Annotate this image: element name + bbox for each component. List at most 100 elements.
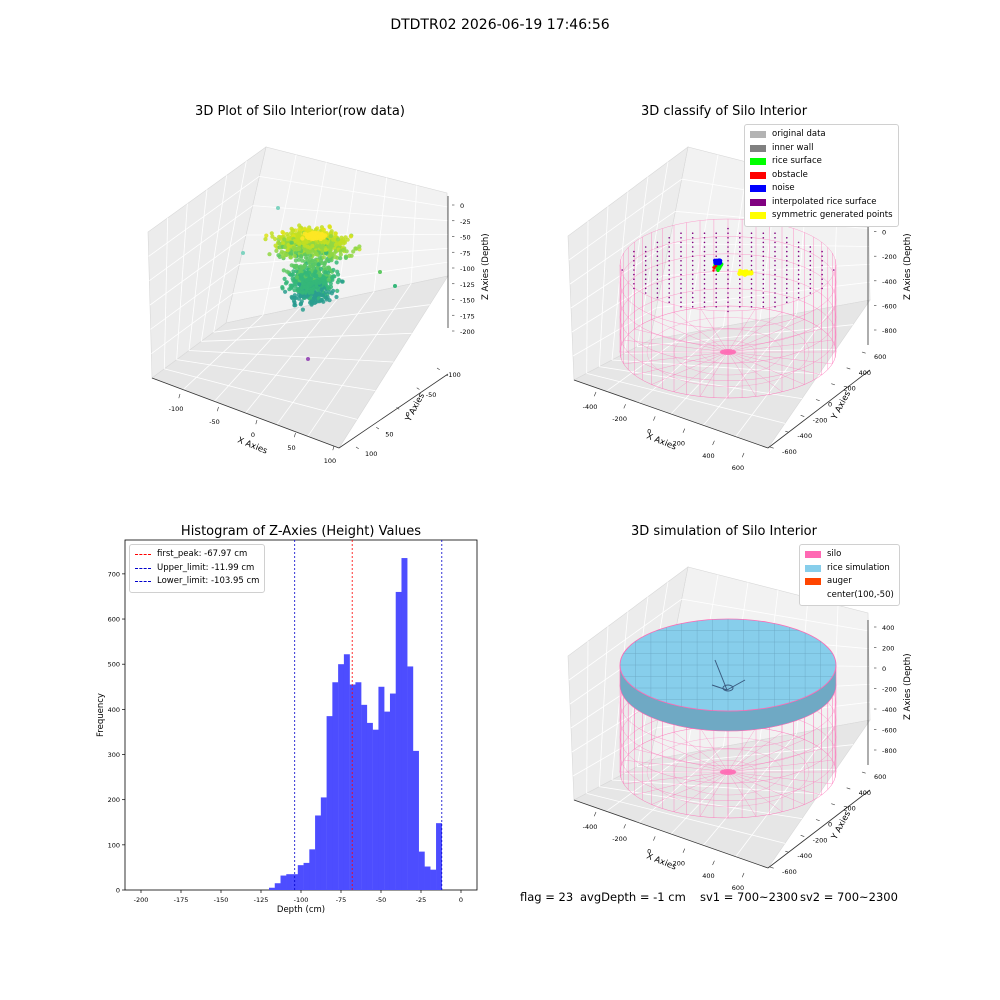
p2-noise-point	[714, 260, 718, 264]
p4-floor-pane	[573, 719, 871, 869]
p1-data-point	[298, 285, 303, 290]
p2-interpolated-point	[668, 283, 670, 285]
histogram-bar	[303, 862, 310, 890]
p2-grid	[571, 275, 663, 333]
p1-data-point	[306, 243, 311, 248]
p1-data-point	[322, 241, 327, 246]
p1-data-point	[302, 235, 307, 240]
p1-data-point	[290, 276, 295, 281]
p2-symmetric-point	[748, 270, 752, 274]
p2-interpolated-point	[668, 292, 670, 294]
p1-data-point	[317, 299, 322, 304]
status-sv2: sv2 = 700~2300	[800, 890, 898, 904]
histogram-bar	[297, 865, 304, 890]
p1-data-point	[296, 287, 301, 292]
p1-data-point	[312, 279, 318, 284]
p1-data-point	[319, 231, 325, 236]
p1-data-point	[309, 242, 314, 247]
p1-data-point	[304, 284, 309, 289]
p1-data-point	[311, 289, 316, 294]
p1-data-point	[315, 235, 320, 240]
p1-data-point	[327, 254, 332, 260]
p1-data-point	[333, 231, 338, 236]
p1-data-point	[315, 299, 321, 304]
p2-interpolated-point	[680, 241, 682, 244]
p1-data-point	[313, 235, 318, 241]
p1-data-point	[323, 277, 328, 282]
p4-silo-floor-spoke	[727, 771, 822, 796]
p1-data-point	[294, 233, 299, 238]
p1-data-point	[323, 285, 328, 290]
p1-data-point	[316, 239, 321, 245]
p1-data-point	[307, 241, 312, 246]
p1-data-point	[303, 274, 308, 279]
p2-interpolated-point	[739, 296, 741, 299]
p1-x-tick-label: 0	[251, 431, 255, 439]
histogram-bar	[366, 722, 373, 890]
p1-data-point	[295, 276, 300, 281]
p1-data-point	[306, 274, 311, 279]
p4-silo-floor-spoke	[634, 771, 729, 796]
p1-data-point	[304, 279, 309, 284]
p1-data-point	[297, 238, 302, 243]
p1-data-point	[338, 239, 343, 245]
p1-data-point	[286, 238, 291, 243]
p4-silo-floor-spoke	[623, 771, 729, 785]
p1-data-point	[297, 243, 302, 248]
p2-symmetric-point	[740, 270, 745, 274]
p1-data-point	[307, 241, 313, 246]
p1-data-point	[312, 274, 317, 279]
p1-data-point	[310, 232, 315, 237]
p1-data-point	[317, 282, 323, 287]
p1-data-point	[295, 286, 300, 291]
p4-grid	[598, 626, 609, 787]
p1-data-point	[290, 244, 295, 249]
p1-data-point	[314, 282, 320, 287]
p2-noise-point	[713, 260, 718, 264]
p2-silo-ring	[619, 288, 837, 381]
p2-interpolated-point	[656, 264, 659, 267]
p1-data-point	[294, 236, 299, 241]
p1-data-point	[317, 279, 322, 284]
p2-symmetric-point	[737, 271, 742, 275]
p1-data-point	[312, 243, 317, 248]
p1-data-point	[301, 289, 306, 294]
legend-swatch	[750, 171, 766, 179]
p1-data-point	[308, 238, 313, 244]
p2-symmetric-point	[747, 271, 752, 275]
p2-interpolated-point	[680, 301, 682, 304]
p1-data-point	[308, 238, 313, 243]
p1-data-point	[315, 287, 320, 292]
p1-data-point	[284, 252, 289, 257]
p1-data-point	[281, 234, 286, 240]
p2-interpolated-point	[797, 246, 800, 248]
p2-silo-floor-spoke	[727, 351, 822, 376]
p1-data-point	[308, 293, 313, 298]
p2-silo-floor-spoke	[727, 307, 757, 353]
p4-z-tick-label: -600	[882, 727, 897, 735]
p4-grid	[703, 733, 797, 846]
p1-data-point	[288, 240, 293, 245]
p1-data-point	[306, 241, 311, 247]
p1-data-point	[307, 287, 312, 292]
p1-data-point	[283, 253, 288, 258]
p1-data-point	[309, 232, 315, 238]
p1-data-point	[327, 249, 332, 254]
p2-rice-surface-point	[717, 261, 721, 265]
p1-data-point	[289, 244, 295, 249]
p2-interpolated-point	[656, 283, 659, 285]
p1-data-point	[298, 283, 304, 288]
p1-data-point	[293, 284, 298, 289]
p1-data-point	[315, 234, 320, 239]
p2-interpolated-point	[774, 296, 776, 299]
p2-y-axis-line	[767, 369, 871, 449]
p1-data-point	[302, 244, 307, 249]
p1-data-point	[324, 232, 329, 237]
p1-data-point	[311, 236, 316, 242]
p1-data-point	[320, 283, 325, 288]
p1-data-point	[312, 235, 317, 240]
p1-grid	[232, 261, 448, 295]
p2-rice-surface-point	[715, 262, 720, 266]
p1-data-point	[320, 293, 325, 298]
p2-interpolated-point	[656, 273, 659, 276]
